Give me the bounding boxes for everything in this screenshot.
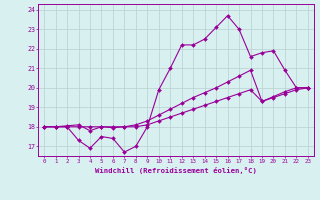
X-axis label: Windchill (Refroidissement éolien,°C): Windchill (Refroidissement éolien,°C) [95,167,257,174]
